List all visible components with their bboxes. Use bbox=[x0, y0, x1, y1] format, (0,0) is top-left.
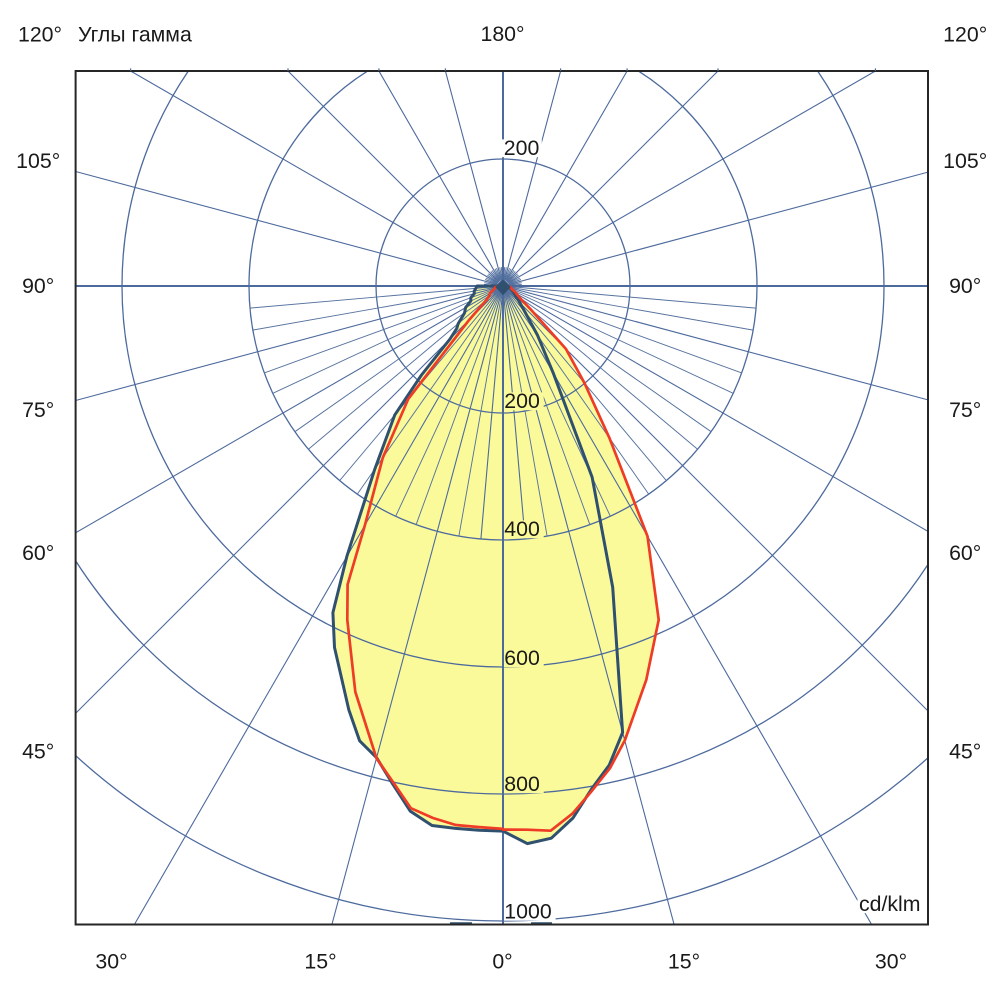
svg-text:75°: 75° bbox=[22, 398, 54, 422]
svg-text:60°: 60° bbox=[22, 541, 54, 565]
svg-text:120°: 120° bbox=[943, 23, 987, 47]
svg-text:105°: 105° bbox=[943, 149, 987, 173]
svg-text:180°: 180° bbox=[480, 22, 524, 46]
svg-text:400: 400 bbox=[504, 517, 540, 541]
svg-text:cd/klm: cd/klm bbox=[859, 892, 921, 916]
svg-text:1000: 1000 bbox=[504, 900, 552, 924]
svg-text:15°: 15° bbox=[304, 950, 336, 974]
svg-text:90°: 90° bbox=[949, 274, 981, 298]
svg-text:45°: 45° bbox=[22, 740, 54, 764]
svg-text:15°: 15° bbox=[668, 950, 700, 974]
svg-text:90°: 90° bbox=[22, 274, 54, 298]
svg-text:200: 200 bbox=[504, 389, 540, 413]
svg-text:Углы гамма: Углы гамма bbox=[78, 23, 192, 47]
svg-text:200: 200 bbox=[504, 136, 540, 160]
svg-text:30°: 30° bbox=[95, 950, 127, 974]
svg-text:60°: 60° bbox=[949, 541, 981, 565]
svg-text:120°: 120° bbox=[18, 23, 62, 47]
svg-text:75°: 75° bbox=[949, 398, 981, 422]
svg-text:600: 600 bbox=[504, 646, 540, 670]
svg-text:105°: 105° bbox=[16, 149, 60, 173]
svg-text:30°: 30° bbox=[875, 950, 907, 974]
svg-text:0°: 0° bbox=[492, 950, 512, 974]
svg-text:800: 800 bbox=[504, 772, 540, 796]
svg-text:45°: 45° bbox=[949, 740, 981, 764]
